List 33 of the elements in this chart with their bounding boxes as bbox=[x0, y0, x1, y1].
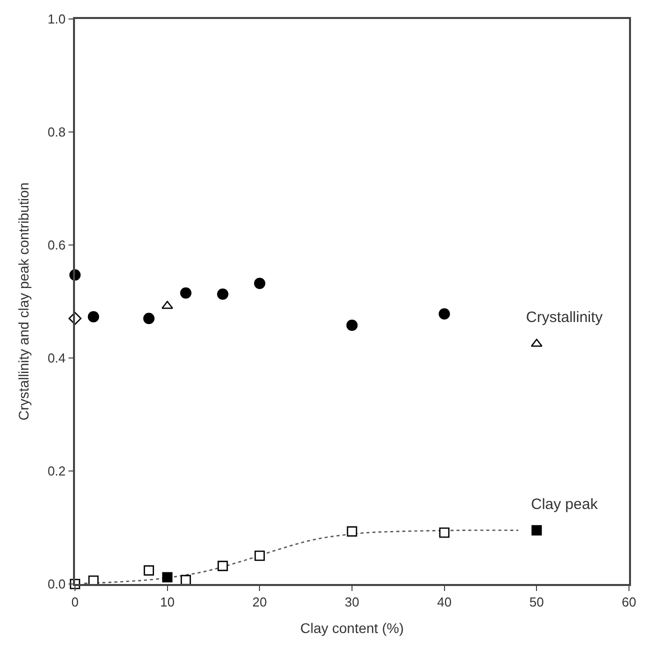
y-tick-label: 0.8 bbox=[48, 124, 66, 140]
x-tick-label: 60 bbox=[622, 594, 636, 610]
point bbox=[180, 287, 192, 299]
annotation: Clay peak bbox=[531, 496, 598, 513]
y-tick-label: 0.6 bbox=[48, 238, 66, 253]
point bbox=[180, 574, 191, 586]
x-tick-label: 20 bbox=[252, 594, 267, 610]
point bbox=[162, 572, 172, 582]
point bbox=[88, 311, 100, 322]
point bbox=[217, 288, 228, 300]
x-tick-label: 30 bbox=[344, 594, 360, 610]
y-tick-label: 0.0 bbox=[48, 576, 66, 592]
point bbox=[346, 320, 358, 331]
point bbox=[218, 560, 228, 572]
y-tick-label: 0.4 bbox=[48, 350, 66, 366]
y-axis-title: Crystallinity and clay peak contribution bbox=[16, 182, 32, 421]
annotation: Crystallinity bbox=[526, 309, 604, 326]
y-tick-label: 1.0 bbox=[48, 12, 66, 27]
y-tick-label: 0.2 bbox=[48, 464, 66, 479]
point bbox=[439, 527, 450, 538]
x-axis-title: Clay content (%) bbox=[300, 620, 404, 636]
line-series bbox=[84, 530, 519, 584]
x-tick-label: 10 bbox=[160, 594, 175, 610]
point bbox=[144, 565, 154, 576]
x-tick-label: 50 bbox=[529, 594, 544, 610]
point bbox=[143, 312, 155, 324]
x-tick-label: 40 bbox=[437, 594, 452, 610]
point bbox=[346, 526, 358, 537]
point bbox=[438, 308, 450, 320]
point bbox=[254, 550, 265, 561]
point bbox=[532, 525, 542, 536]
x-tick-label: 0 bbox=[71, 594, 79, 610]
point bbox=[254, 278, 266, 290]
